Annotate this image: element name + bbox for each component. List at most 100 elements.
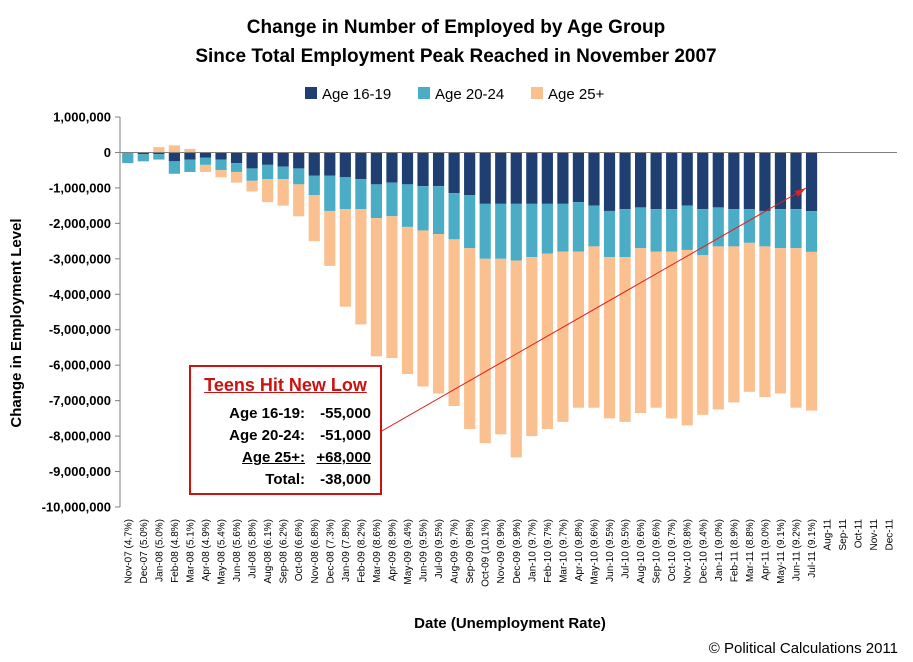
- bar-segment-age-16-19: [759, 152, 771, 211]
- bar-segment-age-16-19: [448, 152, 460, 194]
- bar-segment-age-25: [246, 180, 258, 192]
- x-tick-label: Dec-08 (7.3%): [325, 519, 336, 583]
- callout-value: -55,000: [320, 405, 371, 422]
- bar-segment-age-20-24: [432, 186, 445, 234]
- x-tick-label: May-09 (9.4%): [403, 519, 414, 585]
- x-tick-label: Sep-09 (9.8%): [465, 519, 476, 583]
- x-tick-label: Aug-08 (6.1%): [263, 519, 274, 583]
- x-tick-label: Sep-10 (9.6%): [652, 519, 663, 583]
- bar-segment-age-25: [619, 257, 631, 422]
- x-tick-label: Nov-10 (9.8%): [683, 519, 694, 583]
- bar-segment-age-20-24: [277, 166, 289, 180]
- bar-segment-age-25: [479, 258, 491, 444]
- legend-swatch-age-20-24: [418, 87, 430, 99]
- bar-segment-age-20-24: [308, 175, 320, 195]
- bar-segment-age-20-24: [790, 209, 802, 249]
- legend-label-age-16-19: Age 16-19: [322, 86, 391, 103]
- y-tick-label: -4,000,000: [49, 287, 111, 302]
- y-tick-label: -5,000,000: [49, 322, 111, 337]
- x-tick-label: Jul-09 (9.5%): [434, 519, 445, 578]
- bar-segment-age-20-24: [743, 209, 755, 243]
- y-tick-label: -1,000,000: [49, 180, 111, 195]
- bar-segment-age-16-19: [666, 152, 678, 210]
- bar-segment-age-20-24: [137, 154, 149, 162]
- bar-segment-age-20-24: [215, 159, 227, 171]
- bar-segment-age-20-24: [666, 209, 678, 252]
- bar-segment-age-20-24: [712, 207, 724, 247]
- bar-segment-age-25: [495, 258, 507, 435]
- y-tick-label: 0: [104, 145, 111, 160]
- bar-segment-age-16-19: [712, 152, 724, 208]
- x-tick-label: Dec-07 (5.0%): [139, 519, 150, 583]
- y-tick-label: -9,000,000: [49, 464, 111, 479]
- x-tick-label: Jan-11 (9.0%): [714, 519, 725, 581]
- bar-segment-age-16-19: [650, 152, 662, 210]
- x-tick-label: Nov-08 (6.8%): [310, 519, 321, 583]
- bar-segment-age-20-24: [184, 159, 196, 172]
- y-axis-ticks: 1,000,000 0 -1,000,000 -2,000,000 -3,000,000…: [42, 110, 120, 515]
- callout-value: +68,000: [316, 449, 371, 466]
- bar-segment-age-20-24: [293, 168, 305, 185]
- bar-segment-age-20-24: [759, 210, 771, 247]
- callout-label: Age 25+:: [242, 449, 305, 466]
- bar-segment-age-20-24: [805, 211, 818, 252]
- callout-title: Teens Hit New Low: [204, 375, 367, 395]
- y-tick-label: -8,000,000: [49, 429, 111, 444]
- legend-label-age-20-24: Age 20-24: [435, 86, 504, 103]
- x-tick-label: Feb-11 (8.9%): [729, 519, 740, 582]
- bar-segment-age-16-19: [417, 152, 429, 187]
- x-tick-label: Jan-10 (9.7%): [527, 519, 538, 582]
- bar-segment-age-20-24: [168, 161, 180, 174]
- bar-segment-age-16-19: [199, 152, 212, 158]
- bar-segment-age-25: [230, 171, 243, 183]
- x-tick-label: Aug-11: [823, 519, 834, 551]
- x-tick-label: Oct-09 (10.1%): [481, 519, 492, 587]
- y-axis-label: Change in Employment Level: [8, 218, 25, 427]
- bar-segment-age-25: [168, 145, 180, 153]
- bar-segment-age-16-19: [293, 152, 305, 169]
- bar-segment-age-25: [401, 226, 414, 375]
- bar-segment-age-25: [199, 164, 212, 172]
- bar-segment-age-25: [572, 251, 585, 408]
- bar-segment-age-25: [339, 209, 351, 307]
- bar-segment-age-20-24: [370, 184, 383, 219]
- x-tick-label: Jun-10 (9.5%): [605, 519, 616, 582]
- bar-segment-age-16-19: [355, 152, 367, 180]
- x-tick-label: Sep-11: [838, 519, 849, 551]
- legend-swatch-age-16-19: [305, 87, 317, 99]
- x-tick-label: Feb-09 (8.2%): [356, 519, 367, 583]
- bar-segment-age-25: [759, 246, 771, 398]
- bar-segment-age-25: [805, 251, 818, 411]
- callout-arrow-head: [795, 188, 806, 197]
- x-tick-label: Oct-11: [854, 519, 865, 549]
- bar-segment-age-20-24: [355, 179, 367, 210]
- callout-row-age-25-plus: Age 25+: +68,000: [197, 449, 377, 471]
- bar-segment-age-20-24: [774, 209, 787, 249]
- bar-segment-age-25: [417, 230, 429, 387]
- bar-segment-age-20-24: [495, 203, 507, 259]
- x-tick-label: Mar-10 (9.7%): [558, 519, 569, 583]
- x-tick-label: Apr-09 (8.9%): [387, 519, 398, 581]
- bar-segment-age-20-24: [603, 210, 616, 258]
- bar-segment-age-20-24: [246, 168, 258, 181]
- x-tick-label: Jun-09 (9.5%): [419, 519, 430, 582]
- x-tick-label: Apr-08 (4.9%): [201, 519, 212, 581]
- bar-segment-age-16-19: [572, 152, 585, 203]
- legend-label-age-25-plus: Age 25+: [548, 86, 605, 103]
- callout-label: Total:: [265, 471, 305, 488]
- bar-segment-age-16-19: [635, 152, 647, 208]
- x-tick-label: Jun-08 (5.6%): [232, 519, 243, 582]
- bar-segment-age-16-19: [557, 152, 569, 204]
- bar-segment-age-20-24: [230, 163, 243, 172]
- x-tick-label: May-10 (9.6%): [589, 519, 600, 585]
- x-tick-label: Nov-07 (4.7%): [123, 519, 134, 583]
- bar-segment-age-20-24: [262, 164, 274, 180]
- x-tick-label: Mar-08 (5.1%): [185, 519, 196, 583]
- x-tick-label: Dec-11: [885, 519, 896, 551]
- callout-value: -38,000: [320, 471, 371, 488]
- bar-segment-age-16-19: [774, 152, 787, 210]
- bar-segment-age-25: [712, 246, 724, 410]
- x-axis-label: Date (Unemployment Rate): [414, 615, 606, 632]
- bar-segment-age-25: [153, 147, 165, 153]
- bar-segment-age-20-24: [417, 186, 429, 231]
